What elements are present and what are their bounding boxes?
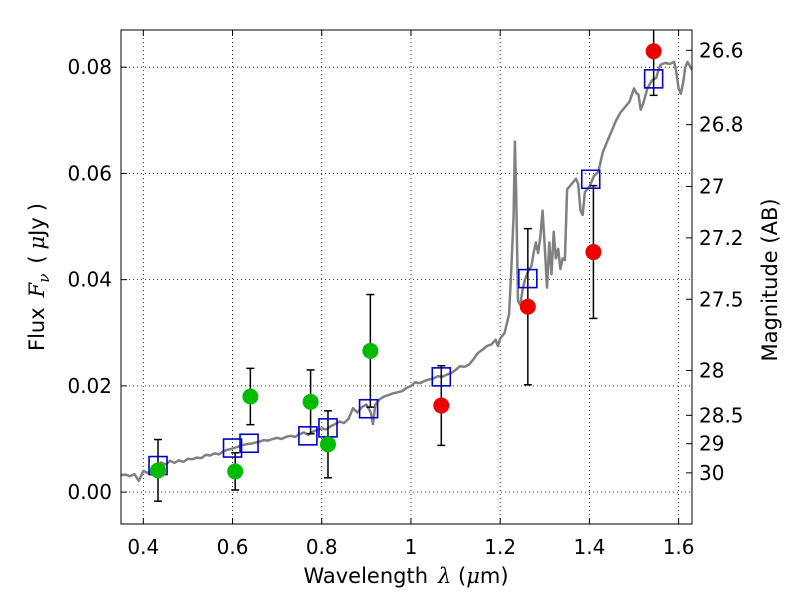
y-axis-title-symbol: F xyxy=(25,281,49,298)
y-axis-title-subscript: ν xyxy=(35,274,53,283)
y2-axis-title: Magnitude (AB) xyxy=(758,198,782,361)
green-point xyxy=(302,393,319,410)
model-square xyxy=(431,367,452,387)
mag-tick-label: 26.8 xyxy=(699,113,744,137)
x-tick-label: 1 xyxy=(405,535,418,559)
mag-tick-label: 28 xyxy=(699,358,724,382)
observed-points-layer xyxy=(150,43,662,480)
x-axis-title-unit-rest: m) xyxy=(480,564,509,588)
model-square xyxy=(358,398,379,419)
plot-frame xyxy=(120,29,693,525)
y-axis-title-unit-mu: μ xyxy=(25,236,49,250)
mag-tick-label: 27.2 xyxy=(699,226,744,250)
template-spectrum-layer xyxy=(121,60,692,483)
y-tick-label: 0.02 xyxy=(67,374,112,398)
x-axis-title-unit-mu: μ xyxy=(466,564,480,588)
tick-marks xyxy=(121,30,692,524)
x-tick-label: 0.8 xyxy=(306,535,338,559)
x-axis-title: Wavelength λ (μm) xyxy=(303,564,508,588)
x-axis-title-symbol: λ xyxy=(437,564,451,588)
green-point xyxy=(150,462,167,479)
model-square xyxy=(518,268,538,289)
mag-tick-label: 30 xyxy=(699,461,724,485)
x-tick-label: 1.4 xyxy=(573,535,605,559)
mag-tick-label: 26.6 xyxy=(699,38,744,62)
x-tick-label: 0.4 xyxy=(127,535,159,559)
x-axis-title-text: Wavelength xyxy=(303,564,428,588)
green-point xyxy=(319,436,336,453)
red-point xyxy=(645,43,662,60)
y-tick-label: 0.08 xyxy=(67,55,112,79)
x-tick-label: 1.2 xyxy=(484,535,516,559)
green-point xyxy=(227,463,244,480)
green-point xyxy=(362,342,379,359)
y-tick-label: 0.04 xyxy=(67,268,112,292)
y-axis-title-text: Flux xyxy=(25,307,49,351)
model-square xyxy=(580,169,601,190)
model-square xyxy=(298,426,318,446)
tick-labels: 0.4 0.6 0.8 1 1.2 1.4 1.6 0.00 0.02 0.04 0.06 0.08 2… xyxy=(67,38,743,559)
red-point xyxy=(433,397,450,414)
y-tick-label: 0.06 xyxy=(67,161,112,185)
x-tick-label: 1.6 xyxy=(663,535,695,559)
y-axis-title-unit-close: ) xyxy=(25,203,49,211)
y-axis-title-unit-open: ( xyxy=(25,255,49,263)
y-axis-title-unit-rest: Jy xyxy=(25,217,49,238)
model-square xyxy=(239,433,259,454)
x-tick-label: 0.6 xyxy=(217,535,249,559)
mag-tick-label: 27.5 xyxy=(699,287,744,311)
red-point xyxy=(585,244,602,261)
template-spectrum-line xyxy=(121,60,692,483)
model-square xyxy=(643,69,664,89)
y-tick-label: 0.00 xyxy=(67,480,112,504)
model-squares-layer xyxy=(148,69,664,476)
mag-tick-label: 28.5 xyxy=(699,403,744,427)
green-point xyxy=(242,388,259,405)
mag-tick-label: 27 xyxy=(699,174,724,198)
model-square xyxy=(222,438,243,458)
y-axis-title: Flux Fν ( μJy) xyxy=(25,203,53,351)
red-point xyxy=(519,298,536,315)
x-axis-title-unit-open: ( xyxy=(451,564,466,588)
mag-tick-label: 29 xyxy=(699,432,724,456)
